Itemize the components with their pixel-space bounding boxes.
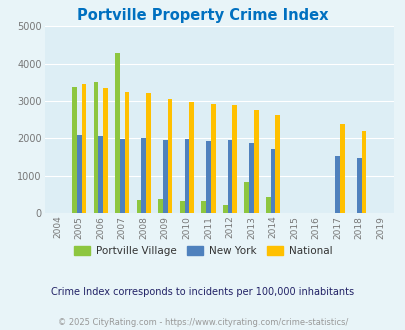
Bar	[115, 52, 119, 213]
Bar	[189, 103, 194, 213]
Bar	[119, 139, 124, 213]
Bar	[158, 199, 162, 213]
Bar	[136, 200, 141, 213]
Bar	[361, 131, 366, 213]
Bar	[162, 140, 167, 213]
Bar	[339, 124, 344, 213]
Bar	[141, 138, 146, 213]
Bar	[72, 87, 77, 213]
Bar	[222, 205, 227, 213]
Bar	[265, 197, 270, 213]
Bar	[184, 139, 189, 213]
Bar	[244, 182, 249, 213]
Bar	[98, 136, 103, 213]
Bar	[270, 149, 275, 213]
Bar	[335, 156, 339, 213]
Bar	[103, 87, 108, 213]
Text: Crime Index corresponds to incidents per 100,000 inhabitants: Crime Index corresponds to incidents per…	[51, 287, 354, 297]
Bar	[201, 201, 206, 213]
Bar	[77, 135, 81, 213]
Text: © 2025 CityRating.com - https://www.cityrating.com/crime-statistics/: © 2025 CityRating.com - https://www.city…	[58, 318, 347, 327]
Bar	[94, 82, 98, 213]
Bar	[146, 93, 151, 213]
Text: Portville Property Crime Index: Portville Property Crime Index	[77, 8, 328, 23]
Bar	[275, 115, 279, 213]
Bar	[124, 92, 129, 213]
Bar	[81, 84, 86, 213]
Legend: Portville Village, New York, National: Portville Village, New York, National	[69, 242, 336, 260]
Bar	[253, 110, 258, 213]
Bar	[232, 106, 237, 213]
Bar	[210, 104, 215, 213]
Bar	[179, 201, 184, 213]
Bar	[167, 99, 172, 213]
Bar	[356, 158, 361, 213]
Bar	[206, 141, 210, 213]
Bar	[249, 143, 253, 213]
Bar	[227, 140, 232, 213]
